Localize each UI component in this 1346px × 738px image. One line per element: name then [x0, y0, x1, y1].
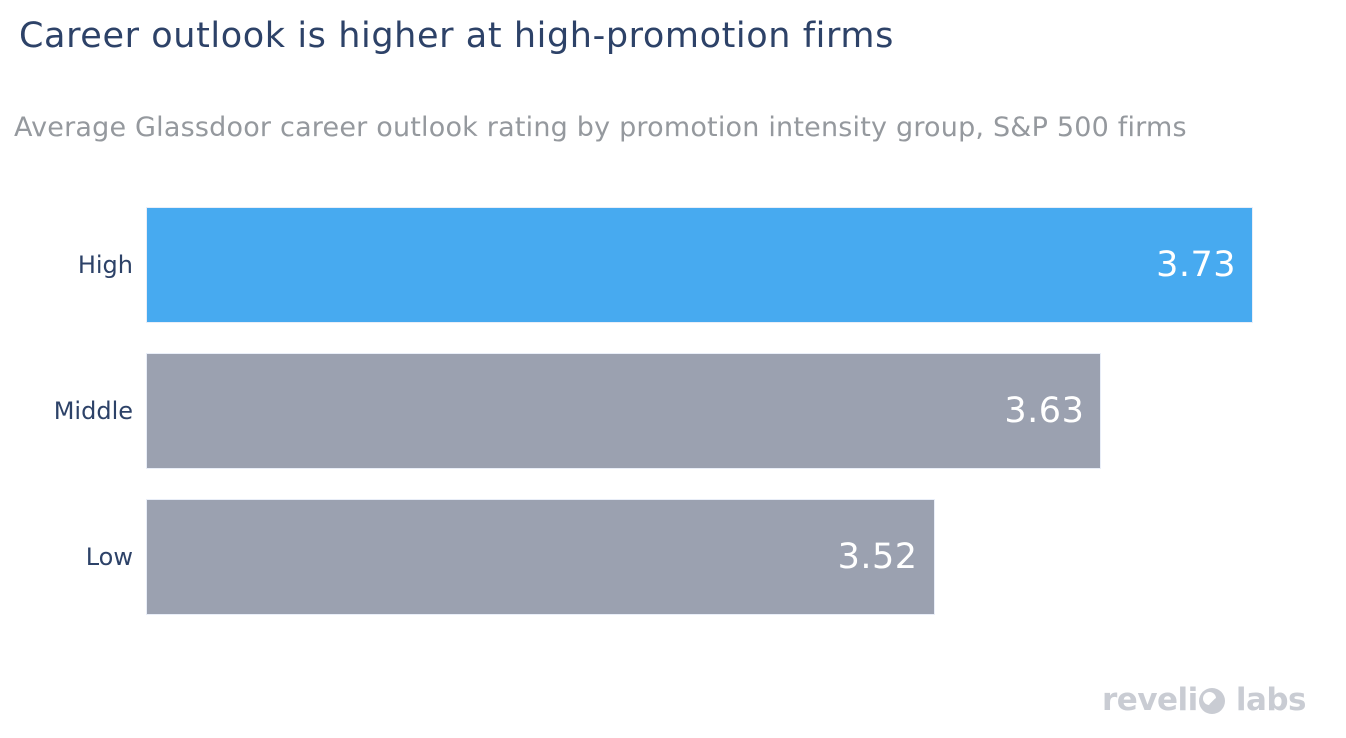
bar-track: 3.63 — [146, 353, 1346, 469]
logo-text-reveli: reveli — [1102, 682, 1198, 718]
bar-high: 3.73 — [146, 207, 1253, 323]
category-label-high: High — [77, 251, 133, 279]
category-label-middle: Middle — [53, 397, 133, 425]
revelio-labs-logo: reveli labs — [1102, 682, 1307, 718]
chart-subtitle: Average Glassdoor career outlook rating … — [14, 112, 1187, 143]
bar-value-label-middle: 3.63 — [1004, 391, 1085, 431]
chart-title: Career outlook is higher at high-promoti… — [19, 16, 894, 56]
bar-track: 3.52 — [146, 499, 1346, 615]
bar-track: 3.73 — [146, 207, 1346, 323]
bar-value-label-low: 3.52 — [837, 537, 918, 577]
bar-low: 3.52 — [146, 499, 935, 615]
logo-o-icon — [1198, 688, 1225, 714]
logo-text-labs: labs — [1235, 682, 1307, 718]
bar-row-high: High 3.73 — [0, 207, 1346, 323]
bar-chart: High 3.73 Middle 3.63 Low 3.52 — [0, 207, 1346, 615]
bar-row-low: Low 3.52 — [0, 499, 1346, 615]
category-label-low: Low — [85, 543, 133, 571]
bar-middle: 3.63 — [146, 353, 1102, 469]
bar-value-label-high: 3.73 — [1156, 245, 1236, 285]
bar-row-middle: Middle 3.63 — [0, 353, 1346, 469]
